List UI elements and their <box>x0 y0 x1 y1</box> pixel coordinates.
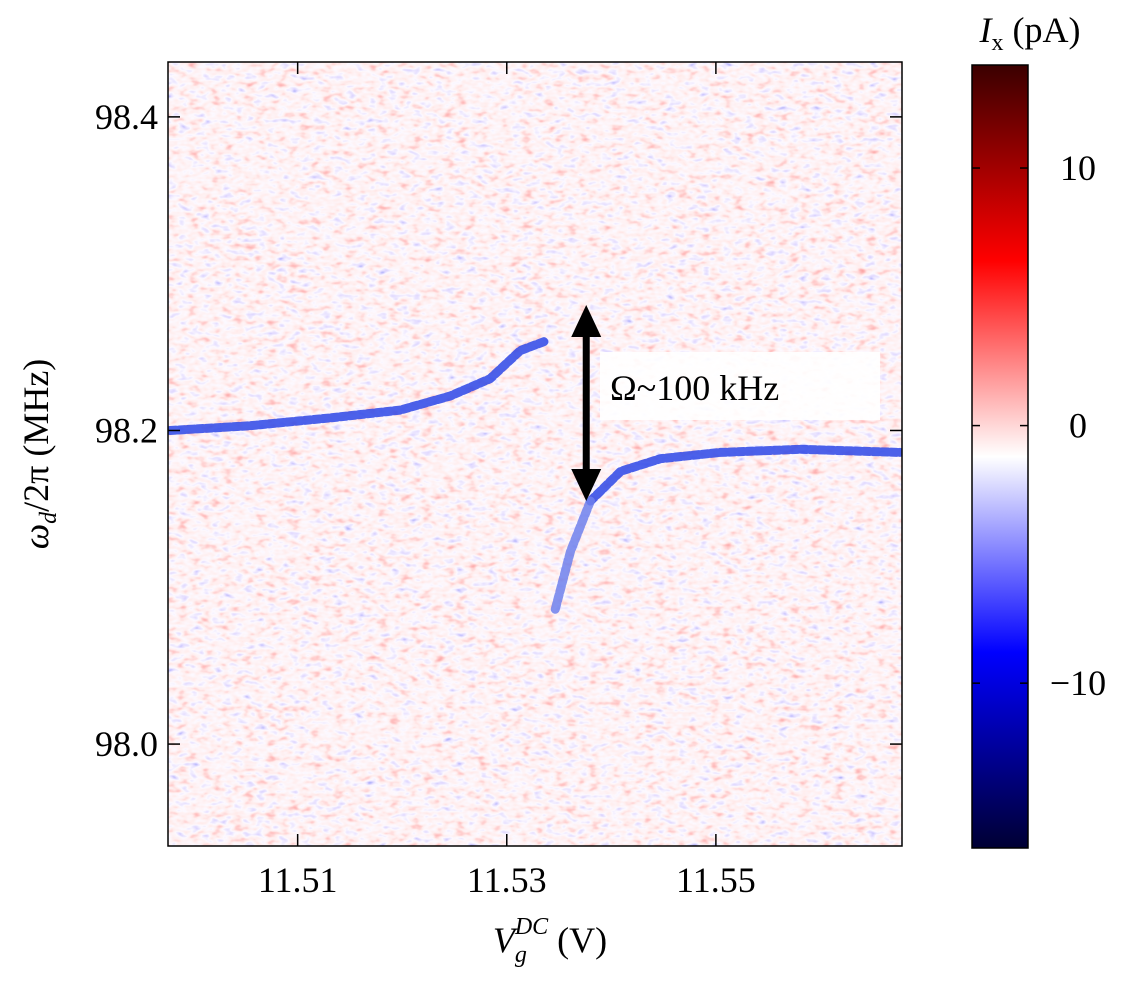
annotation-text: Ω~100 kHz <box>610 368 779 408</box>
colorbar-label-sub: x <box>992 30 1004 56</box>
x-axis-label: VgDC (V) <box>493 914 607 968</box>
y-label-sub: d <box>36 511 62 524</box>
resonance-trace <box>550 496 595 616</box>
y-axis-label: ωd/2π (MHz) <box>16 359 62 550</box>
colorbar <box>971 64 1029 849</box>
x-label-sub: g <box>515 942 527 968</box>
colorbar-label-symbol: I <box>979 10 994 50</box>
colorbar-tick-label: 10 <box>1060 148 1096 188</box>
x-tick-label: 11.51 <box>258 860 338 900</box>
colorbar-tick-label: −10 <box>1050 663 1106 703</box>
x-tick-label: 11.55 <box>676 860 756 900</box>
x-label-sup: DC <box>514 914 549 940</box>
colorbar-label-unit: (pA) <box>1004 10 1081 50</box>
resonance-trace <box>168 336 550 435</box>
x-label-unit: (V) <box>548 920 607 960</box>
traces <box>168 336 902 616</box>
plot-frame <box>167 61 903 847</box>
y-label-unit: /2π (MHz) <box>16 359 56 512</box>
colorbar-label: Ix (pA) <box>979 10 1081 56</box>
y-label-symbol: ω <box>16 524 56 549</box>
x-label-symbol: V <box>493 920 519 960</box>
y-tick-label: 98.0 <box>95 724 158 764</box>
colorbar-tick-label: 0 <box>1069 406 1087 446</box>
y-tick-label: 98.2 <box>95 410 158 450</box>
resonance-trace <box>585 444 902 506</box>
annotation-box <box>600 352 880 420</box>
y-tick-label: 98.4 <box>95 97 158 137</box>
arrow-head <box>571 469 602 502</box>
arrow-head <box>571 305 602 338</box>
x-tick-label: 11.53 <box>467 860 547 900</box>
